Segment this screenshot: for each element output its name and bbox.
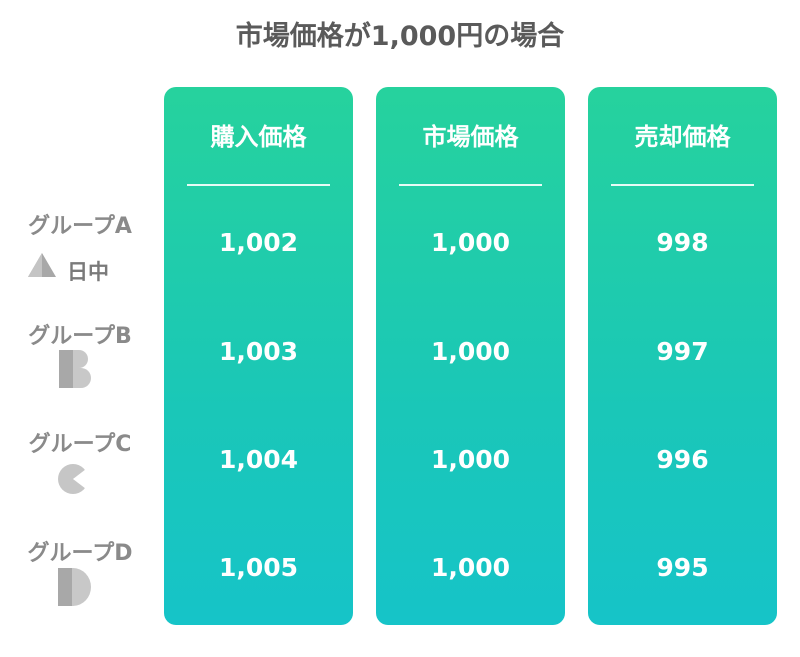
group-b-icon-wrap [0,350,160,388]
group-c-icon-wrap [0,460,160,494]
value-cell: 1,002 [218,228,299,257]
column-header: 売却価格 [634,123,731,151]
column-purchase-price: 購入価格 1,002 1,003 1,004 1,005 [164,87,353,625]
value-cell: 997 [656,337,709,366]
value-cell: 1,004 [218,445,299,474]
value-cell: 998 [656,228,709,257]
group-d-icon-wrap [0,568,160,606]
letter-b-icon [59,350,91,388]
letter-c-icon [58,464,90,494]
row-label-group-b: グループB [28,324,132,349]
column-header: 市場価格 [422,123,519,151]
header-divider [187,184,330,186]
value-cell: 1,003 [218,337,299,366]
triangle-icon [28,253,56,277]
value-cell: 1,000 [430,228,511,257]
value-cell: 1,005 [218,553,299,582]
value-cell: 996 [656,445,709,474]
column-market-price: 市場価格 1,000 1,000 1,000 1,000 [376,87,565,625]
column-header: 購入価格 [210,123,307,151]
group-a-subtitle: 日中 [0,252,160,286]
value-cell: 995 [656,553,709,582]
value-cell: 1,000 [430,553,511,582]
column-sell-price: 売却価格 998 997 996 995 [588,87,777,625]
row-label-group-c: グループC [28,432,132,457]
row-label-group-d: グループD [27,541,133,566]
page-title: 市場価格が1,000円の場合 [235,21,565,52]
value-cell: 1,000 [430,337,511,366]
header-divider [399,184,542,186]
value-cell: 1,000 [430,445,511,474]
header-divider [611,184,754,186]
letter-d-icon [58,568,91,606]
group-a-sub-label: 日中 [67,260,109,284]
row-label-group-a: グループA [28,214,132,239]
